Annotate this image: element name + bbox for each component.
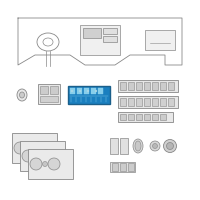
Ellipse shape: [30, 158, 42, 170]
Ellipse shape: [42, 162, 48, 166]
Bar: [128, 114, 134, 120]
Bar: [120, 82, 126, 90]
Ellipse shape: [95, 90, 97, 92]
Bar: [80, 25, 120, 55]
Bar: [40, 86, 48, 94]
Bar: [110, 138, 118, 154]
Bar: [70, 88, 75, 94]
Ellipse shape: [79, 90, 81, 92]
Bar: [98, 88, 103, 94]
Bar: [50, 86, 58, 94]
Ellipse shape: [14, 142, 26, 154]
Bar: [103, 28, 117, 34]
Ellipse shape: [17, 89, 27, 101]
Ellipse shape: [22, 150, 34, 162]
Bar: [120, 98, 126, 106]
Bar: [91, 88, 96, 94]
Bar: [103, 36, 117, 42]
Bar: [144, 82, 150, 90]
Bar: [136, 98, 142, 106]
Bar: [144, 114, 150, 120]
Ellipse shape: [150, 141, 160, 151]
Ellipse shape: [26, 146, 32, 150]
Bar: [145, 30, 175, 50]
Bar: [152, 82, 158, 90]
Ellipse shape: [166, 142, 174, 150]
Bar: [38, 84, 60, 104]
Bar: [118, 80, 178, 92]
Bar: [20, 141, 65, 171]
Bar: [68, 86, 110, 104]
Ellipse shape: [164, 140, 177, 152]
Bar: [128, 82, 134, 90]
Bar: [83, 28, 101, 38]
Bar: [120, 138, 128, 154]
Ellipse shape: [153, 144, 158, 148]
Ellipse shape: [20, 92, 24, 98]
Bar: [136, 82, 142, 90]
Bar: [152, 114, 158, 120]
Bar: [120, 114, 126, 120]
Ellipse shape: [71, 90, 73, 92]
Ellipse shape: [32, 142, 44, 154]
Bar: [112, 163, 118, 171]
Bar: [12, 133, 57, 163]
Bar: [160, 114, 166, 120]
Bar: [128, 98, 134, 106]
Bar: [168, 82, 174, 90]
Bar: [118, 112, 173, 122]
Bar: [28, 149, 73, 179]
Bar: [84, 88, 89, 94]
Bar: [128, 163, 134, 171]
Ellipse shape: [48, 158, 60, 170]
Bar: [118, 96, 178, 108]
Bar: [120, 163, 126, 171]
Bar: [77, 88, 82, 94]
Bar: [136, 114, 142, 120]
Ellipse shape: [135, 141, 141, 151]
Ellipse shape: [35, 154, 40, 158]
Bar: [144, 98, 150, 106]
Ellipse shape: [133, 139, 143, 153]
Bar: [160, 98, 166, 106]
Bar: [168, 98, 174, 106]
Bar: [110, 162, 135, 172]
Bar: [160, 82, 166, 90]
Bar: [152, 98, 158, 106]
Ellipse shape: [40, 150, 52, 162]
Bar: [40, 96, 58, 102]
Ellipse shape: [87, 90, 89, 92]
